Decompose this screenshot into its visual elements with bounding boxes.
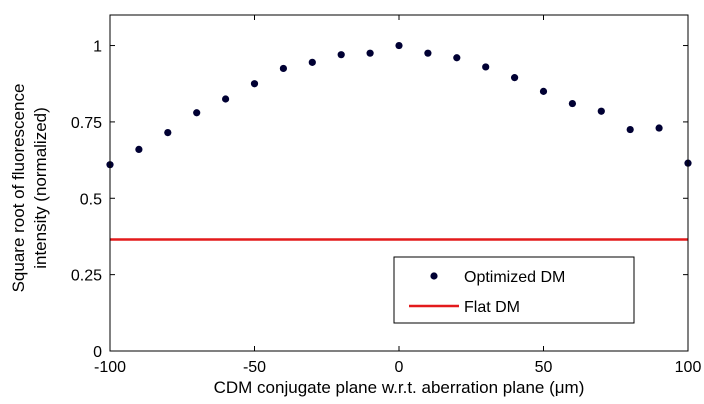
y-axis-label-line-2: intensity (normalized) — [31, 107, 50, 269]
optimized-dm-point — [193, 109, 201, 117]
x-tick-label: -100 — [94, 359, 126, 376]
optimized-dm-point — [164, 129, 172, 137]
x-axis-label: CDM conjugate plane w.r.t. aberration pl… — [214, 378, 585, 397]
optimized-dm-point — [510, 74, 519, 82]
optimized-dm-point — [395, 41, 403, 50]
axis-ticks: -100 -50 0 50 100 0 0.25 0.5 0.75 1 — [71, 15, 702, 376]
optimized-dm-point — [482, 63, 490, 71]
optimized-dm-point — [453, 54, 461, 62]
optimized-dm-point — [135, 145, 143, 153]
plot-area — [106, 41, 692, 241]
y-tick-label: 0.5 — [80, 191, 102, 208]
optimized-dm-point — [626, 125, 634, 134]
optimized-dm-point — [250, 80, 259, 88]
x-tick-label: -50 — [243, 359, 266, 376]
optimized-dm-point — [222, 95, 230, 103]
optimized-dm-point — [597, 107, 605, 115]
legend-marker-optimized-dm — [430, 272, 438, 280]
legend: Optimized DM Flat DM — [393, 256, 635, 324]
y-tick-label: 0.25 — [71, 268, 102, 285]
optimized-dm-point — [539, 87, 548, 95]
optimized-dm-point — [279, 64, 287, 73]
legend-box — [393, 256, 635, 324]
optimized-dm-point — [337, 51, 345, 59]
optimized-dm-point — [308, 58, 316, 66]
legend-label-flat-dm: Flat DM — [464, 299, 520, 316]
optimized-dm-point — [366, 49, 374, 57]
y-tick-label: 1 — [93, 39, 102, 56]
optimized-dm-point — [568, 99, 577, 108]
x-tick-label: 50 — [535, 359, 553, 376]
y-tick-label: 0 — [93, 344, 102, 361]
optimized-dm-point — [655, 124, 663, 132]
x-tick-label: 0 — [395, 359, 404, 376]
y-axis-label-line-1: Square root of fluorescence — [9, 84, 28, 293]
legend-label-optimized-dm: Optimized DM — [464, 269, 565, 286]
optimized-dm-point — [424, 49, 432, 57]
x-tick-label: 100 — [675, 359, 702, 376]
y-tick-label: 0.75 — [71, 115, 102, 132]
